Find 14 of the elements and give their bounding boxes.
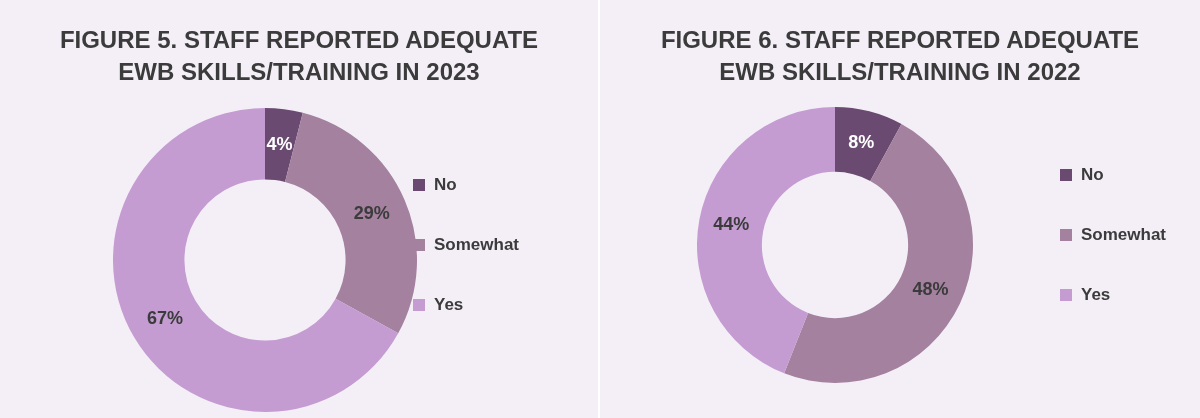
data-label: 29% (353, 202, 390, 223)
data-label: 44% (713, 214, 750, 235)
legend-label: Yes (434, 295, 464, 315)
chart-title: FIGURE 5. STAFF REPORTED ADEQUATE EWB SKILLS/TRAINING IN 2023 (58, 25, 540, 87)
data-label: 8% (848, 131, 875, 152)
chart-title: FIGURE 6. STAFF REPORTED ADEQUATE EWB SKILLS/TRAINING IN 2022 (659, 25, 1141, 87)
legend-label: Somewhat (434, 235, 520, 255)
legend-label: Yes (1081, 285, 1111, 305)
data-label: 48% (912, 278, 949, 299)
data-label: 4% (266, 133, 293, 154)
legend-label: Somewhat (1081, 225, 1167, 245)
legend-label: No (434, 175, 457, 195)
data-label: 67% (146, 308, 183, 329)
legend-label: No (1081, 165, 1104, 185)
